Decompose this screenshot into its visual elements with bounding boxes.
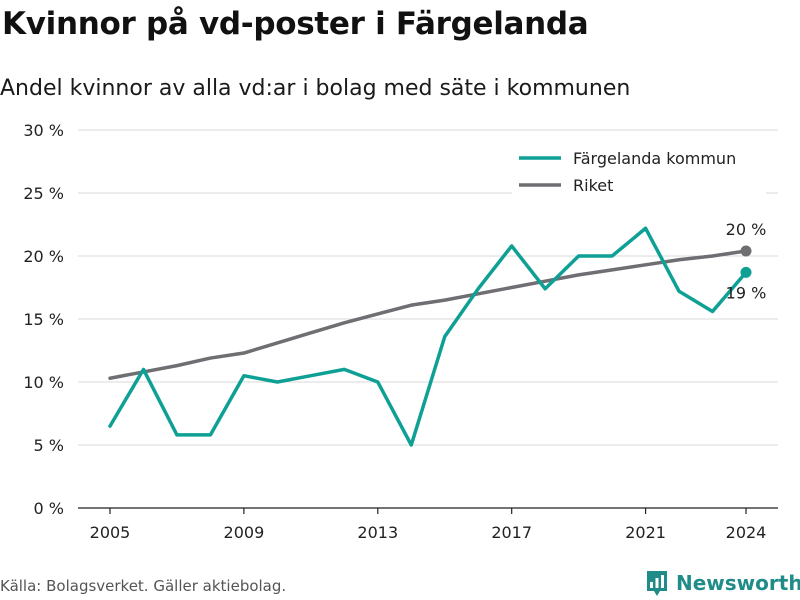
series-line-riket	[108, 249, 748, 380]
brand-name: Newsworthy	[676, 571, 800, 595]
chart-subtitle: Andel kvinnor av alla vd:ar i bolag med …	[0, 76, 631, 101]
axes: 0 % 5 % 10 % 15 % 20 % 25 % 30 % 2005 2009 2013 20…	[23, 121, 778, 542]
chart-title: Kvinnor på vd-poster i Färgelanda	[2, 6, 589, 42]
end-label-riket: 20 %	[726, 220, 767, 239]
y-tick-label: 10 %	[23, 373, 64, 392]
x-tick-label: 2024	[726, 523, 767, 542]
end-point-riket	[740, 245, 752, 257]
legend-label-riket: Riket	[573, 176, 613, 195]
legend-label-fargelanda: Färgelanda kommun	[573, 149, 736, 168]
x-tick-label: 2021	[625, 523, 666, 542]
series-line-fargelanda	[108, 226, 748, 447]
x-tick-label: 2013	[357, 523, 398, 542]
x-tick-label: 2017	[491, 523, 532, 542]
legend: Färgelanda kommun Riket	[512, 145, 766, 197]
source-note: Källa: Bolagsverket. Gäller aktiebolag.	[0, 577, 287, 595]
bar-chart-logo-icon	[647, 571, 667, 596]
end-point-fargelanda	[740, 266, 752, 278]
y-tick-label: 5 %	[34, 436, 64, 455]
end-labels: 19 % 20 %	[726, 220, 767, 302]
y-tick-label: 25 %	[23, 184, 64, 203]
legend-background	[512, 145, 766, 197]
end-label-fargelanda: 19 %	[726, 283, 767, 302]
newsworthy-logo: Newsworthy	[645, 568, 800, 598]
series-lines	[108, 226, 752, 447]
y-tick-label: 20 %	[23, 247, 64, 266]
y-tick-label: 15 %	[23, 310, 64, 329]
y-tick-label: 30 %	[23, 121, 64, 140]
x-tick-label: 2009	[224, 523, 265, 542]
x-tick-label: 2005	[90, 523, 131, 542]
y-tick-label: 0 %	[34, 499, 64, 518]
